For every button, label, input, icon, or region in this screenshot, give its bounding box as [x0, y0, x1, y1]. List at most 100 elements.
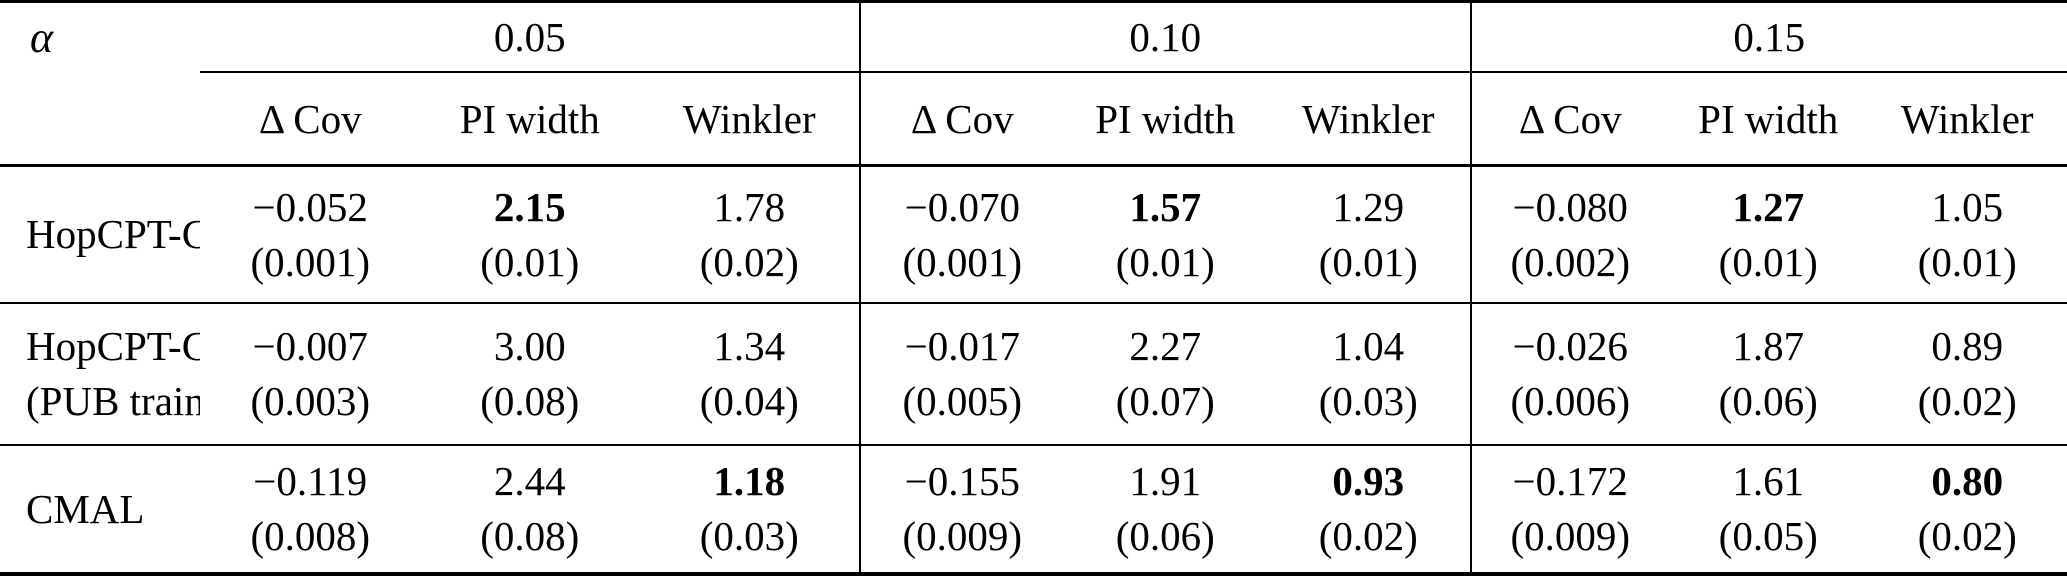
metric-cell: 3.00 (0.08) [419, 303, 640, 447]
metric-value: 1.04 [1332, 323, 1405, 370]
method-name: HopCPT-G [26, 211, 201, 258]
metric-std: (0.06) [1115, 513, 1215, 560]
metric-std: (0.006) [1510, 378, 1631, 425]
metric-cell: −0.070 (0.001) [859, 165, 1064, 305]
alpha-group-header: 0.15 [1469, 1, 2067, 74]
metric-value: −0.007 [252, 323, 368, 370]
metric-std: (0.04) [699, 378, 799, 425]
metric-std: (0.002) [1510, 238, 1631, 285]
metric-value: −0.172 [1512, 458, 1628, 505]
metric-std: (0.02) [1917, 513, 2017, 560]
metric-cell: −0.080 (0.002) [1469, 165, 1669, 305]
method-name: CMAL [26, 485, 145, 532]
metric-value: 0.93 [1332, 458, 1405, 505]
metric-std: (0.01) [1318, 238, 1418, 285]
metric-cell: 2.44 (0.08) [420, 445, 640, 574]
metric-std: (0.01) [1115, 238, 1215, 285]
metric-cell: 2.15 (0.01) [419, 165, 640, 305]
metric-cell: 0.89 (0.02) [1867, 303, 2067, 447]
metric-std: (0.01) [1917, 238, 2017, 285]
metric-value: 0.89 [1931, 323, 2004, 370]
metric-value: 1.27 [1732, 183, 1805, 230]
metric-cell: −0.017 (0.005) [859, 303, 1064, 447]
metric-column-header: Winkler [1867, 72, 2067, 168]
metric-std: (0.003) [250, 378, 370, 425]
metric-value: −0.080 [1512, 183, 1628, 230]
metric-value: 1.61 [1732, 458, 1805, 505]
metric-value: 1.87 [1732, 323, 1805, 370]
metric-cell: −0.007 (0.003) [200, 303, 420, 447]
metric-std: (0.08) [480, 513, 580, 560]
metric-cell: 1.18 (0.03) [640, 445, 861, 574]
metric-value: −0.052 [252, 183, 368, 230]
metric-std: (0.05) [1718, 513, 1818, 560]
metric-column-header: Δ Cov [859, 72, 1064, 168]
metric-value: 1.05 [1931, 183, 2004, 230]
metric-value: 2.15 [493, 183, 566, 230]
metric-value: −0.017 [904, 323, 1020, 370]
metric-std: (0.001) [250, 238, 370, 285]
metric-cell: −0.026 (0.006) [1469, 303, 1669, 447]
metric-value: 2.27 [1129, 323, 1202, 370]
alpha-group-header: 0.10 [859, 1, 1471, 74]
metric-std: (0.001) [902, 238, 1023, 285]
empty-corner-cell [0, 72, 201, 168]
metric-value: −0.026 [1512, 323, 1628, 370]
metric-std: (0.005) [902, 378, 1023, 425]
metric-value: 0.80 [1931, 458, 2004, 505]
metric-cell: 1.34 (0.04) [639, 303, 861, 447]
metric-std: (0.01) [480, 238, 580, 285]
metric-cell: 1.91 (0.06) [1064, 445, 1267, 574]
metric-cell: −0.155 (0.009) [859, 445, 1064, 574]
metric-value: 1.78 [713, 183, 786, 230]
metric-cell: 1.04 (0.03) [1267, 303, 1471, 447]
metric-cell: 1.29 (0.01) [1267, 165, 1471, 305]
metric-column-header: Winkler [1267, 72, 1471, 168]
metric-cell: 1.05 (0.01) [1867, 165, 2067, 305]
metric-cell: −0.052 (0.001) [200, 165, 420, 305]
metric-std: (0.06) [1718, 378, 1818, 425]
metric-std: (0.02) [1917, 378, 2017, 425]
alpha-symbol: α [30, 13, 54, 63]
metric-column-header: PI width [1063, 72, 1267, 168]
metric-std: (0.009) [902, 513, 1023, 560]
metric-std: (0.009) [1510, 513, 1631, 560]
metric-header-row: Δ Cov PI width Winkler Δ Cov PI width Wi… [0, 72, 2067, 168]
alpha-group-header: 0.05 [200, 1, 861, 74]
metric-column-header: PI width [419, 72, 640, 168]
metric-value: 1.57 [1129, 183, 1202, 230]
method-label: HopCPT-G (PUB train) [0, 303, 201, 447]
method-name: HopCPT-G [26, 323, 201, 370]
metric-value: −0.155 [904, 458, 1020, 505]
method-name-line2: (PUB train) [26, 378, 201, 425]
metric-std: (0.03) [1318, 378, 1418, 425]
metric-value: −0.070 [904, 183, 1020, 230]
metric-std: (0.01) [1718, 238, 1818, 285]
metric-std: (0.07) [1115, 378, 1215, 425]
metric-std: (0.02) [1318, 513, 1418, 560]
metric-cell: 1.87 (0.06) [1668, 303, 1868, 447]
metric-cell: −0.119 (0.008) [200, 445, 420, 574]
metric-std: (0.03) [699, 513, 799, 560]
metric-std: (0.008) [250, 513, 370, 560]
metric-value: −0.119 [253, 458, 368, 505]
table-row-hopcpt-g: HopCPT-G −0.052 (0.001) 2.15 (0.01) 1.78 (0… [0, 165, 2067, 305]
metric-cell: 0.80 (0.02) [1867, 445, 2067, 574]
metric-cell: 1.27 (0.01) [1668, 165, 1868, 305]
metric-value: 1.29 [1332, 183, 1405, 230]
metric-value: 1.34 [713, 323, 786, 370]
metric-value: 3.00 [493, 323, 566, 370]
metric-value: 2.44 [493, 458, 566, 505]
metric-column-header: Winkler [639, 72, 861, 168]
metric-cell: 1.78 (0.02) [639, 165, 861, 305]
metric-value: 1.18 [713, 458, 786, 505]
alpha-header-row: α 0.05 0.10 0.15 [0, 1, 2067, 74]
metric-std: (0.08) [480, 378, 580, 425]
metric-column-header: PI width [1668, 72, 1868, 168]
method-label: CMAL [0, 445, 200, 574]
metric-cell: 1.61 (0.05) [1669, 445, 1867, 574]
metric-cell: 2.27 (0.07) [1063, 303, 1267, 447]
metric-cell: −0.172 (0.009) [1469, 445, 1669, 574]
